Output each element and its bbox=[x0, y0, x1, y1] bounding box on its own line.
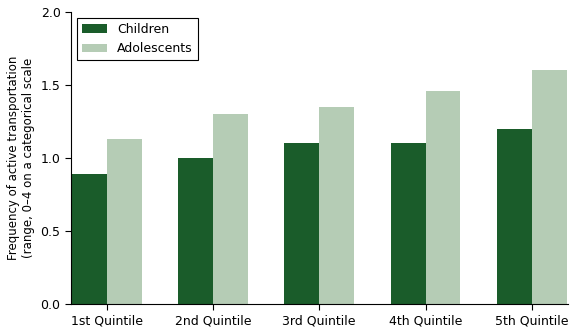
Y-axis label: Frequency of active transportation
(range, 0–4 on a categorical scale: Frequency of active transportation (rang… bbox=[7, 55, 35, 260]
Bar bbox=[319, 107, 354, 304]
Bar bbox=[72, 174, 107, 304]
Bar bbox=[107, 139, 141, 304]
Bar bbox=[178, 158, 213, 304]
Bar bbox=[497, 129, 532, 304]
Bar bbox=[532, 70, 567, 304]
Legend: Children, Adolescents: Children, Adolescents bbox=[77, 18, 198, 60]
Bar bbox=[213, 114, 248, 304]
Bar bbox=[426, 91, 460, 304]
Bar bbox=[391, 143, 426, 304]
Bar bbox=[284, 143, 319, 304]
